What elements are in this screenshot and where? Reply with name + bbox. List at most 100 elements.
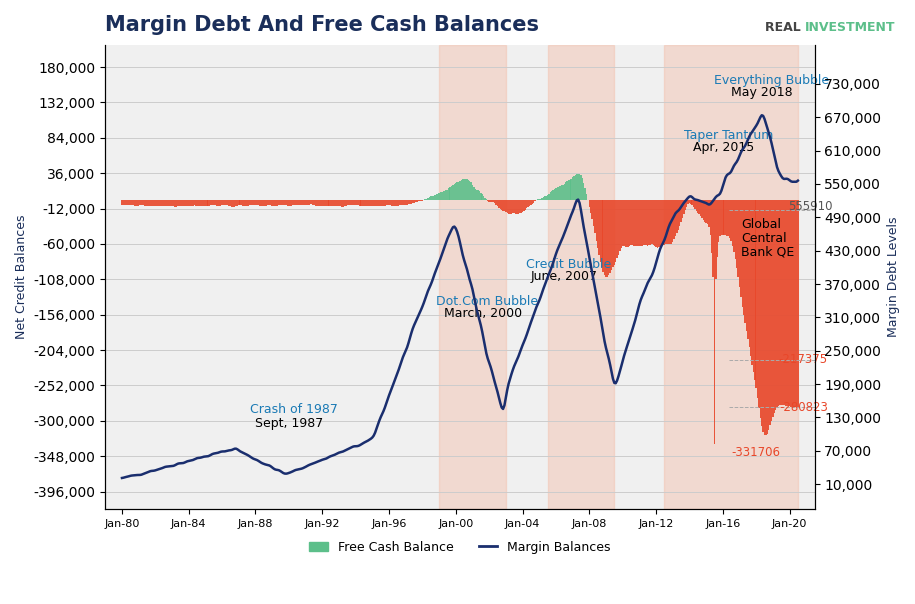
Bar [339,200,341,207]
Bar [780,200,782,405]
Bar [678,200,679,230]
Bar [281,200,283,205]
Bar [586,194,587,200]
Bar [649,200,650,245]
Bar [647,200,649,246]
Bar [406,200,408,205]
Bar [390,200,391,205]
Bar [234,200,235,207]
Bar [497,200,498,207]
Bar [420,200,422,201]
Bar [197,200,198,205]
Bar [611,200,612,270]
Bar [238,200,240,205]
Bar [320,200,321,205]
Bar [336,200,337,205]
Text: Dot.Com Bubble: Dot.Com Bubble [436,295,538,308]
Bar [284,200,285,205]
Bar [735,200,736,259]
Bar [272,200,273,205]
Bar [136,200,138,206]
Bar [515,200,516,214]
Bar [455,183,457,200]
Bar [626,200,628,247]
Bar [324,200,326,206]
Bar [657,200,658,248]
Bar [540,199,542,200]
Text: -280823: -280823 [780,401,828,414]
Bar [574,176,575,200]
Bar [242,200,243,206]
Text: Taper Tantrum: Taper Tantrum [684,129,774,142]
Bar [452,184,454,200]
Bar [604,200,606,275]
Bar [459,181,460,200]
Bar [232,200,234,207]
Bar [273,200,274,206]
Bar [612,200,614,268]
Text: 555910: 555910 [788,200,833,213]
Bar [438,193,440,200]
Bar [315,200,316,206]
Bar [377,200,379,206]
Bar [369,200,371,206]
Bar [794,200,796,407]
Bar [245,200,246,206]
Bar [773,200,775,413]
Bar [333,200,334,206]
Bar [400,200,401,205]
Bar [405,200,406,205]
Bar [288,200,289,206]
Bar [160,200,162,205]
Bar [579,174,580,200]
Bar [788,200,789,406]
Bar [156,200,157,206]
Bar [689,200,690,203]
Bar [740,200,741,297]
Bar [480,193,481,200]
Bar [274,200,275,206]
Bar [125,200,127,205]
Bar [330,200,331,206]
Bar [590,200,591,213]
Bar [289,200,291,206]
Bar [767,200,768,434]
Bar [782,200,783,405]
Bar [789,200,791,406]
Bar [785,200,786,405]
Bar [530,200,532,205]
Bar [779,200,780,405]
Bar [487,200,489,201]
Bar [719,200,721,236]
Bar [491,200,492,202]
Legend: Free Cash Balance, Margin Balances: Free Cash Balance, Margin Balances [304,536,616,559]
Bar [447,190,448,200]
Bar [365,200,366,206]
Bar [206,200,208,205]
Bar [508,200,510,214]
Bar [414,200,416,202]
Bar [241,200,242,205]
Bar [593,200,594,226]
Bar [529,200,530,206]
Bar [543,198,544,200]
Bar [227,200,229,205]
Bar [352,200,353,205]
Bar [619,200,620,251]
Bar [219,200,220,206]
Bar [256,200,258,205]
Bar [709,200,711,236]
Bar [555,188,556,200]
Bar [422,200,423,201]
Bar [355,200,356,205]
Text: REAL: REAL [765,21,805,34]
Bar [469,181,470,200]
Bar [672,200,673,242]
Bar [768,200,770,430]
Bar [697,200,698,213]
Bar [358,200,359,205]
Bar [475,189,476,200]
Bar [643,200,644,245]
Bar [254,200,256,205]
Bar [511,200,512,214]
